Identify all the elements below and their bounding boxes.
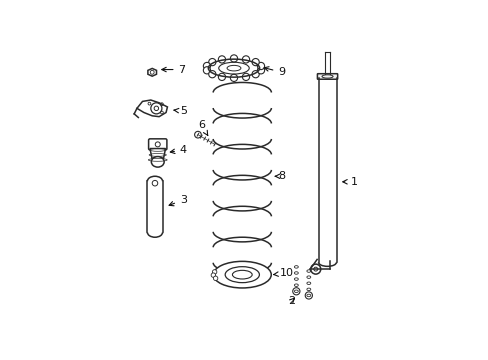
Circle shape bbox=[211, 273, 215, 277]
Circle shape bbox=[230, 74, 237, 81]
Text: 9: 9 bbox=[264, 67, 285, 77]
Polygon shape bbox=[147, 68, 156, 76]
Ellipse shape bbox=[224, 267, 259, 283]
Text: 6: 6 bbox=[198, 120, 207, 135]
Text: 7: 7 bbox=[162, 64, 185, 75]
Circle shape bbox=[242, 56, 249, 63]
Polygon shape bbox=[137, 100, 167, 117]
Circle shape bbox=[150, 103, 162, 114]
Circle shape bbox=[242, 73, 249, 81]
Circle shape bbox=[194, 131, 201, 138]
Circle shape bbox=[251, 71, 259, 78]
Text: 10: 10 bbox=[273, 268, 293, 278]
Circle shape bbox=[230, 55, 237, 62]
Text: 1: 1 bbox=[342, 177, 357, 187]
Circle shape bbox=[203, 67, 210, 74]
FancyBboxPatch shape bbox=[148, 139, 166, 150]
Circle shape bbox=[218, 56, 225, 63]
Circle shape bbox=[257, 67, 264, 74]
Circle shape bbox=[212, 270, 216, 274]
Circle shape bbox=[257, 62, 264, 69]
Polygon shape bbox=[150, 149, 165, 158]
Circle shape bbox=[208, 71, 216, 78]
Text: 8: 8 bbox=[275, 171, 285, 181]
Ellipse shape bbox=[232, 270, 252, 279]
FancyBboxPatch shape bbox=[317, 74, 337, 79]
Circle shape bbox=[208, 58, 216, 66]
Circle shape bbox=[310, 264, 320, 274]
Text: 3: 3 bbox=[169, 195, 186, 206]
Circle shape bbox=[213, 276, 217, 280]
Circle shape bbox=[218, 73, 225, 81]
Text: 4: 4 bbox=[170, 145, 187, 155]
Ellipse shape bbox=[151, 157, 164, 167]
Text: 5: 5 bbox=[174, 106, 186, 116]
Ellipse shape bbox=[213, 261, 271, 288]
Circle shape bbox=[251, 58, 259, 66]
Circle shape bbox=[203, 62, 210, 69]
Text: 2: 2 bbox=[287, 296, 295, 306]
